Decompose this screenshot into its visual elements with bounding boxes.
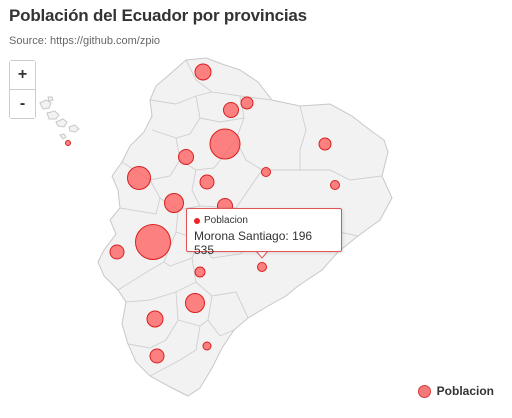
bubble-santa-elena[interactable]	[109, 244, 125, 260]
bubble-pichincha[interactable]	[209, 128, 241, 160]
galapagos-islands[interactable]	[39, 96, 80, 140]
bubble-cotopaxi[interactable]	[199, 174, 215, 190]
bubble-manabi[interactable]	[127, 166, 151, 190]
tooltip-value: Morona Santiago: 196 535	[194, 229, 313, 257]
zoom-out-button[interactable]: -	[10, 90, 35, 118]
legend-label: Poblacion	[436, 384, 494, 398]
legend-bubble-icon	[417, 384, 431, 398]
bubble-pastaza[interactable]	[330, 180, 340, 190]
zoom-divider	[10, 89, 35, 90]
bubble-imbabura[interactable]	[223, 102, 239, 118]
bubble-loja[interactable]	[149, 348, 165, 364]
bubble-el-oro[interactable]	[146, 310, 164, 328]
bubble-canar[interactable]	[194, 266, 206, 278]
tooltip-series-dot	[194, 217, 200, 224]
chart-title: Población del Ecuador por provincias	[9, 6, 307, 25]
bubble-napo[interactable]	[261, 167, 271, 177]
bubble-morona-santiago[interactable]	[257, 262, 267, 272]
zoom-control: + -	[9, 60, 36, 119]
bubble-galapagos[interactable]	[65, 140, 71, 146]
bubble-guayas[interactable]	[135, 224, 171, 260]
zoom-in-button[interactable]: +	[10, 61, 35, 89]
bubble-azuay[interactable]	[185, 293, 205, 313]
bubble-carchi[interactable]	[194, 63, 212, 81]
bubble-los-rios[interactable]	[164, 193, 184, 213]
tooltip-series-name: Poblacion	[204, 215, 248, 226]
legend-item[interactable]: Poblacion	[417, 384, 494, 398]
chart-subtitle: Source: https://github.com/zpio	[9, 35, 161, 47]
bubble-orellana[interactable]	[318, 137, 332, 151]
tooltip: Poblacion Morona Santiago: 196 535	[186, 208, 342, 257]
bubble-zamora-chinchipe[interactable]	[202, 341, 212, 351]
population-bubbles	[65, 63, 340, 364]
bubble-sucumbios[interactable]	[240, 96, 254, 110]
bubble-santo-domingo[interactable]	[178, 149, 194, 165]
